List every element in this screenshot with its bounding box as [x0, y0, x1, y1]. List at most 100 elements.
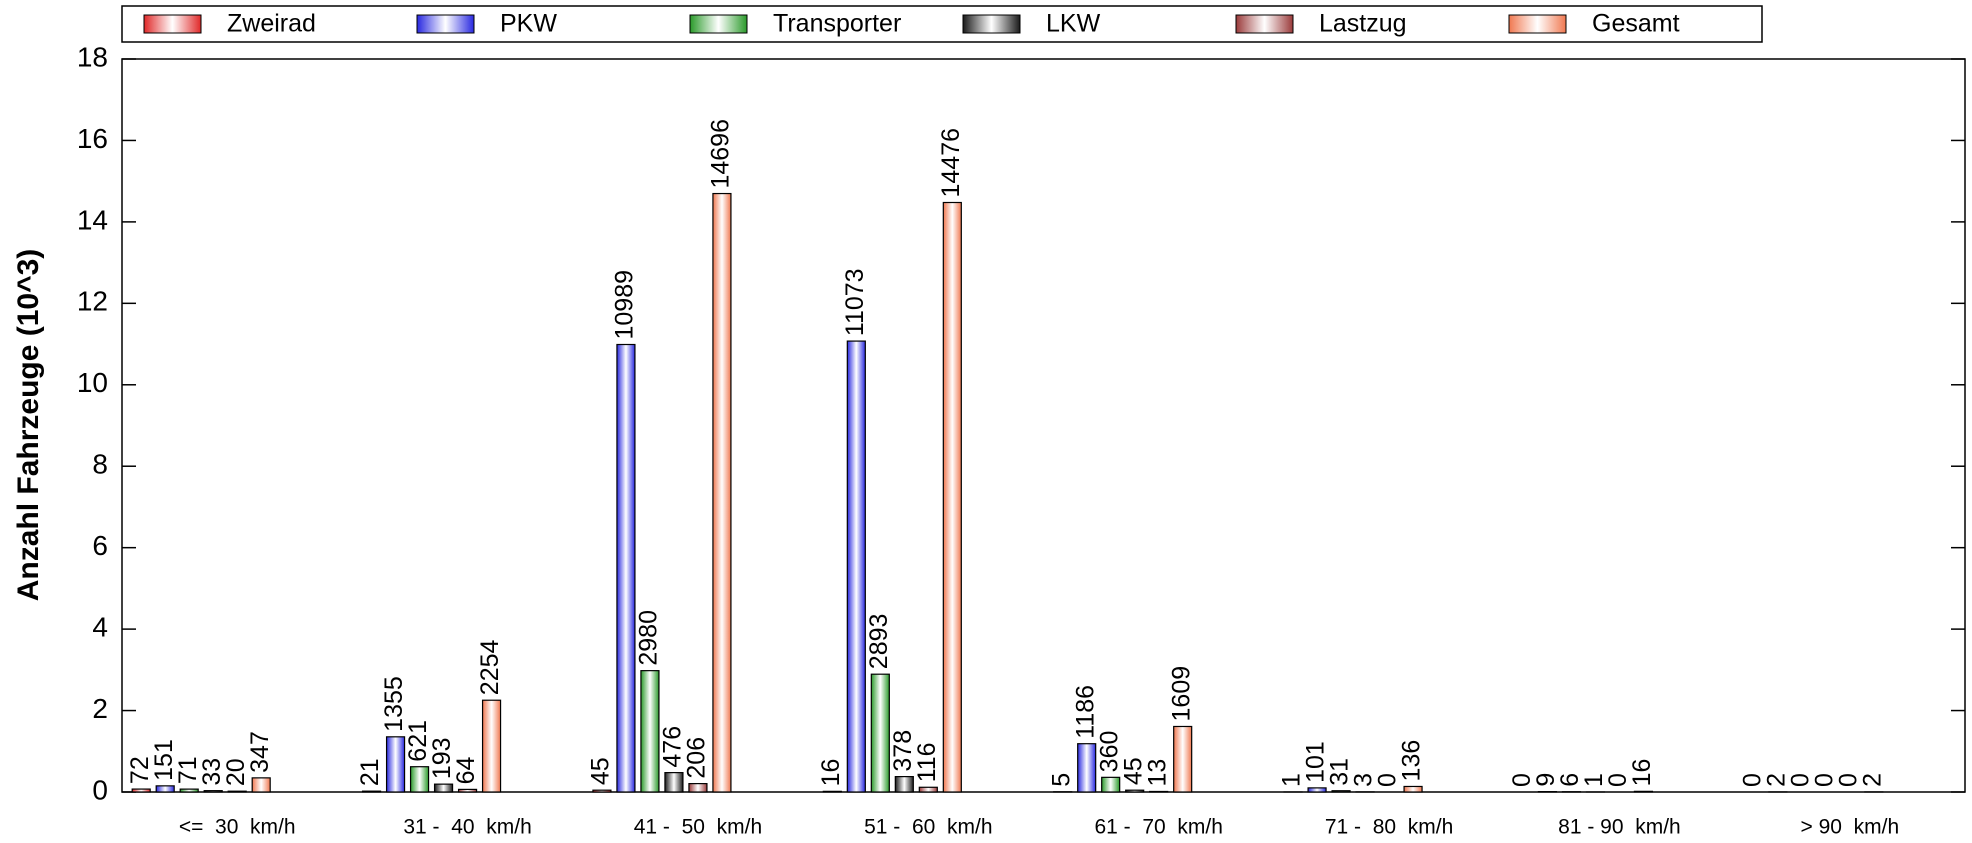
data-label: 2	[1762, 773, 1790, 787]
bar	[1403, 785, 1423, 793]
bar	[616, 343, 636, 793]
data-label: 0	[1374, 773, 1402, 787]
bar	[433, 783, 454, 793]
bar	[155, 785, 175, 793]
legend-label: Gesamt	[1592, 10, 1680, 38]
data-label: 21	[356, 758, 384, 786]
x-tick-label: 31 - 40 km/h	[403, 816, 531, 839]
data-label: 3	[1350, 773, 1378, 787]
bar	[179, 788, 199, 793]
data-label: 16	[1628, 759, 1656, 787]
data-label: 31	[1326, 758, 1354, 786]
bar	[131, 788, 151, 793]
bar	[688, 783, 708, 793]
bar	[1149, 790, 1169, 793]
legend-label: Transporter	[773, 10, 901, 38]
bar	[1125, 789, 1145, 793]
data-label: 0	[1604, 773, 1632, 787]
data-label: 1	[1580, 773, 1608, 787]
data-label: 9	[1532, 773, 1560, 787]
data-label: 116	[913, 742, 941, 782]
bar	[846, 340, 866, 793]
data-label: 621	[404, 720, 432, 762]
bar	[894, 776, 914, 793]
y-tick-label: 6	[92, 530, 108, 561]
data-label: 20	[222, 758, 250, 786]
data-label: 14476	[937, 128, 965, 198]
data-label: 2893	[865, 614, 893, 670]
data-label: 45	[587, 757, 615, 785]
bar	[227, 790, 247, 793]
bar	[870, 673, 890, 793]
data-label: 33	[198, 758, 226, 786]
legend-label: Zweirad	[227, 10, 316, 38]
data-label: 0	[1738, 773, 1766, 787]
data-label: 72	[126, 756, 154, 784]
y-tick-label: 8	[92, 449, 108, 480]
bar	[712, 192, 732, 793]
bar	[942, 201, 962, 793]
legend-label: LKW	[1046, 10, 1101, 38]
data-label: 0	[1786, 773, 1814, 787]
data-label: 0	[1834, 773, 1862, 787]
bar	[1101, 776, 1121, 793]
x-tick-label: 41 - 50 km/h	[634, 816, 762, 839]
data-label: 11073	[841, 268, 869, 336]
legend-swatch	[143, 14, 202, 34]
data-label: 1355	[380, 676, 408, 732]
y-tick-label: 18	[77, 41, 108, 72]
y-tick-label: 12	[77, 286, 108, 317]
data-label: 14696	[707, 119, 735, 189]
bar	[251, 777, 271, 793]
bar	[822, 790, 842, 793]
legend-swatch	[416, 14, 475, 34]
y-tick-label: 16	[77, 123, 108, 154]
bar	[203, 790, 223, 793]
data-label: 16	[817, 759, 845, 787]
data-label: 5	[1047, 773, 1075, 787]
x-tick-label: <= 30 km/h	[179, 816, 296, 839]
data-label: 6	[1556, 773, 1584, 787]
y-tick-label: 0	[92, 774, 108, 805]
data-label: 476	[659, 726, 687, 768]
legend-swatch	[1508, 14, 1567, 34]
legend-frame	[121, 5, 1763, 43]
data-label: 2254	[476, 640, 504, 696]
data-label: 347	[246, 731, 274, 773]
data-label: 1186	[1071, 685, 1099, 739]
y-tick-label: 2	[92, 693, 108, 724]
plot-frame	[121, 58, 1966, 793]
bar	[481, 699, 502, 793]
legend-label: PKW	[500, 10, 557, 38]
x-tick-label: 51 - 60 km/h	[864, 816, 992, 839]
bar	[664, 772, 684, 793]
x-tick-label: > 90 km/h	[1800, 816, 1899, 839]
data-label: 193	[428, 737, 456, 779]
data-label: 0	[1810, 773, 1838, 787]
data-label: 2	[1858, 773, 1886, 787]
legend-swatch	[1235, 14, 1294, 34]
bar	[640, 670, 660, 793]
y-tick-label: 10	[77, 367, 108, 398]
y-tick-label: 14	[77, 204, 108, 235]
data-label: 71	[174, 756, 202, 784]
bar	[1077, 743, 1097, 793]
x-tick-label: 61 - 70 km/h	[1094, 816, 1222, 839]
bar	[1173, 725, 1193, 793]
data-label: 101	[1302, 741, 1330, 783]
data-label: 10989	[611, 270, 639, 340]
data-label: 1609	[1167, 666, 1195, 722]
bar	[1307, 787, 1327, 793]
bar	[409, 766, 430, 793]
data-label: 360	[1095, 731, 1123, 773]
data-label: 1	[1278, 773, 1306, 787]
x-tick-label: 71 - 80 km/h	[1325, 816, 1453, 839]
bar	[918, 786, 938, 793]
y-axis-label: Anzahl Fahrzeuge (10^3)	[12, 249, 45, 602]
x-tick-label: 81 - 90 km/h	[1558, 816, 1681, 839]
bar	[592, 789, 612, 793]
data-label: 45	[1119, 757, 1147, 785]
data-label: 136	[1398, 740, 1426, 782]
bar	[457, 788, 478, 793]
